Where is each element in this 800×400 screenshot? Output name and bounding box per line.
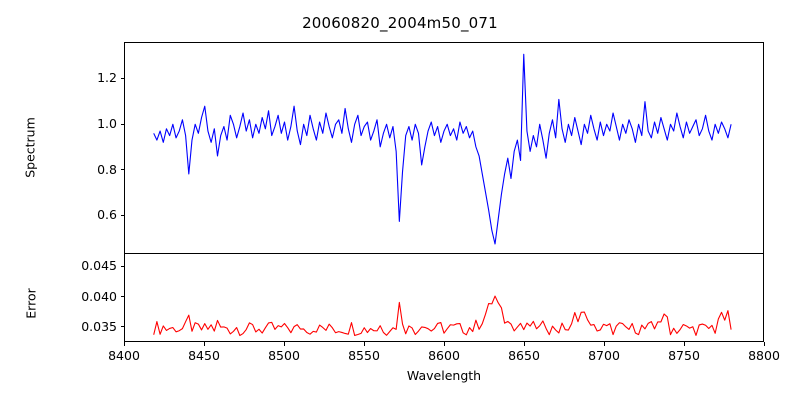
- wavelength-x-tick: [683, 342, 685, 346]
- wavelength-x-tick: [523, 342, 525, 346]
- wavelength-x-tick-label: 8550: [348, 348, 380, 363]
- page-title: 20060820_2004m50_071: [302, 14, 498, 32]
- wavelength-x-tick: [363, 342, 365, 346]
- wavelength-axis-label: Wavelength: [406, 368, 482, 383]
- error-y-tick-label: 0.040: [81, 288, 117, 304]
- wavelength-x-tick-label: 8650: [508, 348, 540, 363]
- spectrum-y-tick-label: 0.6: [97, 207, 117, 223]
- error-axis-label: Error: [23, 288, 39, 319]
- error-y-tick: [120, 326, 124, 328]
- error-y-tick-label: 0.035: [81, 318, 117, 334]
- spectrum-line-series: [125, 43, 763, 253]
- wavelength-x-tick-label: 8400: [108, 348, 140, 363]
- error-line-series: [125, 254, 763, 341]
- error-y-tick: [120, 296, 124, 298]
- wavelength-x-tick-label: 8500: [268, 348, 300, 363]
- wavelength-x-tick: [443, 342, 445, 346]
- error-y-tick-label: 0.045: [81, 258, 117, 274]
- spectrum-y-tick: [120, 123, 124, 125]
- wavelength-x-tick: [763, 342, 765, 346]
- wavelength-x-tick-label: 8750: [668, 348, 700, 363]
- spectrum-axis-label: Spectrum: [22, 117, 38, 178]
- error-plot-area: [124, 253, 764, 342]
- spectrum-y-tick: [120, 214, 124, 216]
- wavelength-x-tick: [203, 342, 205, 346]
- wavelength-x-tick: [283, 342, 285, 346]
- spectrum-y-tick-label: 1.0: [97, 116, 117, 132]
- wavelength-x-tick-label: 8700: [588, 348, 620, 363]
- wavelength-x-tick-label: 8800: [748, 348, 780, 363]
- spectrum-plot-area: [124, 42, 764, 254]
- spectrum-y-tick-label: 1.2: [97, 70, 117, 86]
- wavelength-x-tick: [603, 342, 605, 346]
- spectrum-y-tick: [120, 169, 124, 171]
- error-y-tick: [120, 265, 124, 267]
- spectrum-y-tick: [120, 77, 124, 80]
- wavelength-x-tick: [123, 342, 125, 346]
- wavelength-x-tick-label: 8600: [428, 348, 460, 363]
- spectrum-y-tick-label: 0.8: [97, 161, 117, 177]
- wavelength-x-tick-label: 8450: [188, 348, 220, 363]
